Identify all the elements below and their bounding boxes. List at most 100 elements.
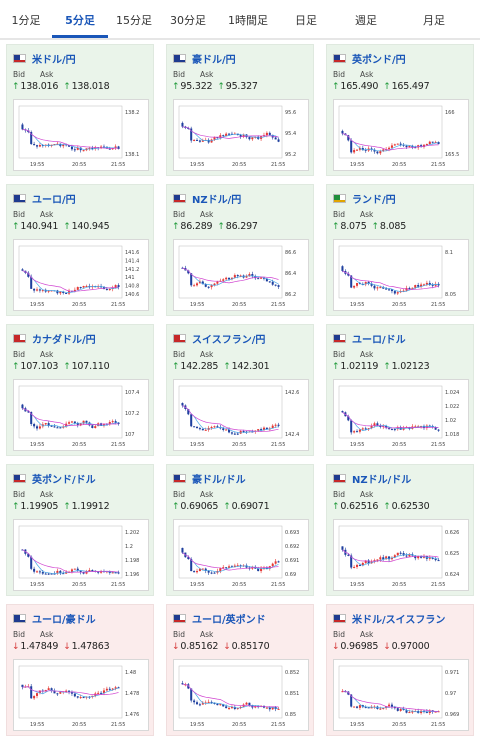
price-chart[interactable]: 8.1 8.05 19:55 20:55 21:55 [333, 239, 469, 311]
x-tick-label: 19:55 [190, 582, 204, 588]
pair-name-link[interactable]: 英ポンド/ドル [32, 474, 96, 486]
pair-name-link[interactable]: 豪ドル/円 [192, 54, 236, 66]
currency-card[interactable]: ユーロ/英ポンド Bid Ask ↓0.85162 ↓0.85170 0.852 0.851… [166, 604, 314, 736]
tab-4[interactable]: 30分足 [170, 14, 206, 27]
candle-body [271, 706, 274, 710]
currency-card[interactable]: 豪ドル/円 Bid Ask ↑95.322 ↑95.327 95.6 95.4 95.2 19:… [166, 44, 314, 176]
price-chart[interactable]: 95.6 95.4 95.2 19:55 20:55 21:55 [173, 99, 309, 171]
candle-body [385, 288, 388, 290]
candle-body [382, 557, 385, 560]
candlestick-chart: 8.1 8.05 19:55 20:55 21:55 [338, 245, 456, 308]
tab-8[interactable]: 月足 [423, 14, 445, 27]
pair-name-link[interactable]: ユーロ/ドル [352, 334, 406, 346]
pair-name-link[interactable]: 米ドル/円 [32, 54, 76, 66]
arrow-down-icon: ↓ [63, 642, 71, 652]
arrow-down-icon: ↓ [332, 642, 340, 652]
x-tick-label: 21:55 [271, 162, 285, 168]
price-chart[interactable]: 86.6 86.4 86.2 19:55 20:55 21:55 [173, 239, 309, 311]
currency-card[interactable]: NZドル/円 Bid Ask ↑86.289 ↑86.297 86.6 86.4 86.2 19… [166, 184, 314, 316]
price-chart[interactable]: 107.4 107.2 107 19:55 20:55 21:55 [13, 379, 149, 451]
currency-card[interactable]: ユーロ/豪ドル Bid Ask ↓1.47849 ↓1.47863 1.48 1.478 1.… [6, 604, 154, 736]
price-chart[interactable]: 0.626 0.625 0.624 19:55 20:55 21:55 [333, 519, 469, 591]
candle-body [437, 141, 440, 145]
currency-card[interactable]: 英ポンド/円 Bid Ask ↑165.490 ↑165.497 166 165.5 19:5… [326, 44, 474, 176]
pair-name-link[interactable]: ユーロ/豪ドル [32, 614, 96, 626]
candle-body [393, 429, 396, 431]
price-chart[interactable]: 1.48 1.478 1.476 19:55 20:55 21:55 [13, 659, 149, 731]
pair-name-link[interactable]: 米ドル/スイスフラン [352, 614, 446, 626]
price-chart[interactable]: 166 165.5 19:55 20:55 21:55 [333, 99, 469, 171]
price-chart[interactable]: 0.971 0.97 0.969 19:55 20:55 21:55 [333, 659, 469, 731]
y-tick-label: 0.625 [445, 551, 459, 557]
tab-2[interactable]: 5分足 [52, 0, 108, 38]
candle-body [364, 707, 367, 709]
candle-body [437, 429, 440, 431]
candle-body [225, 133, 228, 137]
price-chart[interactable]: 142.6 142.4 19:55 20:55 21:55 [173, 379, 309, 451]
currency-card[interactable]: ユーロ/円 Bid Ask ↑140.941 ↑140.945 141.6 141.4 141… [6, 184, 154, 316]
pair-name-link[interactable]: カナダドル/円 [32, 334, 96, 346]
candle-body [428, 557, 431, 559]
tab-7[interactable]: 週足 [355, 14, 377, 27]
ask-label: Ask [200, 210, 214, 219]
moving-average-line [342, 412, 439, 431]
candle-body [100, 146, 103, 149]
candlestick-chart: 142.6 142.4 19:55 20:55 21:55 [178, 385, 299, 448]
candle-body [350, 694, 353, 707]
currency-card[interactable]: 米ドル/円 Bid Ask ↑138.016 ↑138.018 138.2 138.1 19:… [6, 44, 154, 176]
candlestick-chart: 0.971 0.97 0.969 19:55 20:55 21:55 [338, 665, 459, 728]
candle-body [245, 276, 248, 278]
bid-ask-labels: Bid Ask [173, 70, 227, 79]
pair-name-link[interactable]: スイスフラン/円 [192, 334, 266, 346]
tab-6[interactable]: 日足 [295, 14, 317, 27]
card-header: ランド/円 [333, 191, 396, 206]
pair-name-link[interactable]: ランド/円 [352, 194, 396, 206]
pair-name-link[interactable]: ユーロ/英ポンド [192, 614, 266, 626]
candle-body [350, 275, 353, 288]
bid-ask-labels: Bid Ask [333, 630, 387, 639]
price-chart[interactable]: 0.693 0.692 0.691 0.69 19:55 20:55 21:55 [173, 519, 309, 591]
currency-card[interactable]: 豪ドル/ドル Bid Ask ↑0.69065 ↑0.69071 0.693 0.692 0.… [166, 464, 314, 596]
currency-card[interactable]: NZドル/ドル Bid Ask ↑0.62516 ↑0.62530 0.626 0.625 0… [326, 464, 474, 596]
currency-card[interactable]: カナダドル/円 Bid Ask ↑107.103 ↑107.110 107.4 107.2 1… [6, 324, 154, 456]
pair-name-link[interactable]: 英ポンド/円 [352, 54, 406, 66]
candle-body [230, 277, 233, 280]
candle-body [257, 278, 260, 280]
candle-body [59, 570, 62, 574]
bid-ask-labels: Bid Ask [333, 350, 387, 359]
pair-name-link[interactable]: ユーロ/円 [32, 194, 76, 206]
price-chart[interactable]: 138.2 138.1 19:55 20:55 21:55 [13, 99, 149, 171]
currency-card[interactable]: 米ドル/スイスフラン Bid Ask ↓0.96985 ↓0.97000 0.971 0.9… [326, 604, 474, 736]
candle-body [70, 421, 73, 423]
candle-body [59, 291, 62, 294]
price-chart[interactable]: 141.6 141.4 141.2 141 140.8 140.6 19:55 20:55 21… [13, 239, 149, 311]
currency-card[interactable]: スイスフラン/円 Bid Ask ↑142.285 ↑142.301 142.6 142.4… [166, 324, 314, 456]
candle-body [271, 563, 274, 567]
currency-card[interactable]: ランド/円 Bid Ask ↑8.075 ↑8.085 8.1 8.05 19:55 20:55… [326, 184, 474, 316]
candle-body [388, 704, 391, 707]
candle-body [434, 283, 437, 286]
y-tick-label: 0.691 [285, 558, 299, 564]
price-chart[interactable]: 0.852 0.851 0.85 19:55 20:55 21:55 [173, 659, 309, 731]
candle-body [198, 140, 201, 142]
currency-card[interactable]: 英ポンド/ドル Bid Ask ↑1.19905 ↑1.19912 1.202 1.2 1.1… [6, 464, 154, 596]
candle-body [353, 431, 356, 433]
tab-5[interactable]: 1時間足 [228, 14, 268, 27]
pair-name-link[interactable]: NZドル/ドル [352, 474, 412, 486]
tab-1[interactable]: 1分足 [11, 14, 41, 27]
arrow-up-icon: ↑ [63, 502, 71, 512]
candle-body [187, 408, 190, 415]
tab-3[interactable]: 15分足 [116, 14, 152, 27]
candle-body [201, 568, 204, 570]
plot-frame [18, 245, 123, 299]
pair-name-link[interactable]: NZドル/円 [192, 194, 242, 206]
price-chart[interactable]: 1.024 1.022 1.02 1.018 19:55 20:55 21:55 [333, 379, 469, 451]
price-row: ↑142.285 ↑142.301 [172, 361, 274, 372]
pair-name-link[interactable]: 豪ドル/ドル [192, 474, 246, 486]
price-row: ↑0.69065 ↑0.69071 [172, 501, 274, 512]
candle-body [434, 427, 437, 430]
price-chart[interactable]: 1.202 1.2 1.198 1.196 19:55 20:55 21:55 [13, 519, 149, 591]
y-tick-label: 1.018 [445, 432, 459, 438]
currency-card[interactable]: ユーロ/ドル Bid Ask ↑1.02119 ↑1.02123 1.024 1.022 1.… [326, 324, 474, 456]
candle-body [420, 284, 423, 287]
